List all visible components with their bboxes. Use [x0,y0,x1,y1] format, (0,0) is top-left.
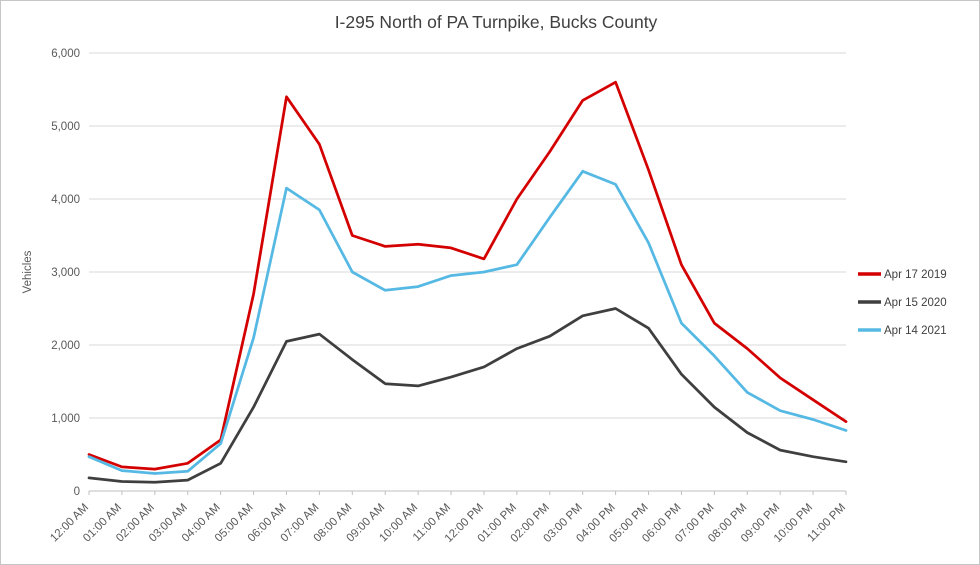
y-tick-label: 4,000 [51,194,80,206]
y-tick-label: 5,000 [51,121,80,133]
y-tick-label: 2,000 [51,340,80,352]
y-tick-label: 1,000 [51,413,80,425]
legend-label-apr-17-2019: Apr 17 2019 [884,269,947,281]
series-group [87,80,848,484]
series-line-apr-15-2020 [87,307,848,484]
legend-group: Apr 17 2019 Apr 15 2020 Apr 14 2021 [858,269,947,337]
series-line-apr-14-2021 [87,169,848,475]
gridlines-group [89,52,846,492]
series-line-apr-17-2019 [87,80,848,471]
y-tick-label: 3,000 [51,267,80,279]
y-tick-label: 6,000 [51,48,80,60]
legend-label-apr-14-2021: Apr 14 2021 [884,325,947,337]
y-tick-label: 0 [74,486,80,498]
legend-label-apr-15-2020: Apr 15 2020 [884,297,947,309]
chart-title: I-295 North of PA Turnpike, Bucks County [335,12,658,32]
y-axis-title: Vehicles [22,250,34,293]
